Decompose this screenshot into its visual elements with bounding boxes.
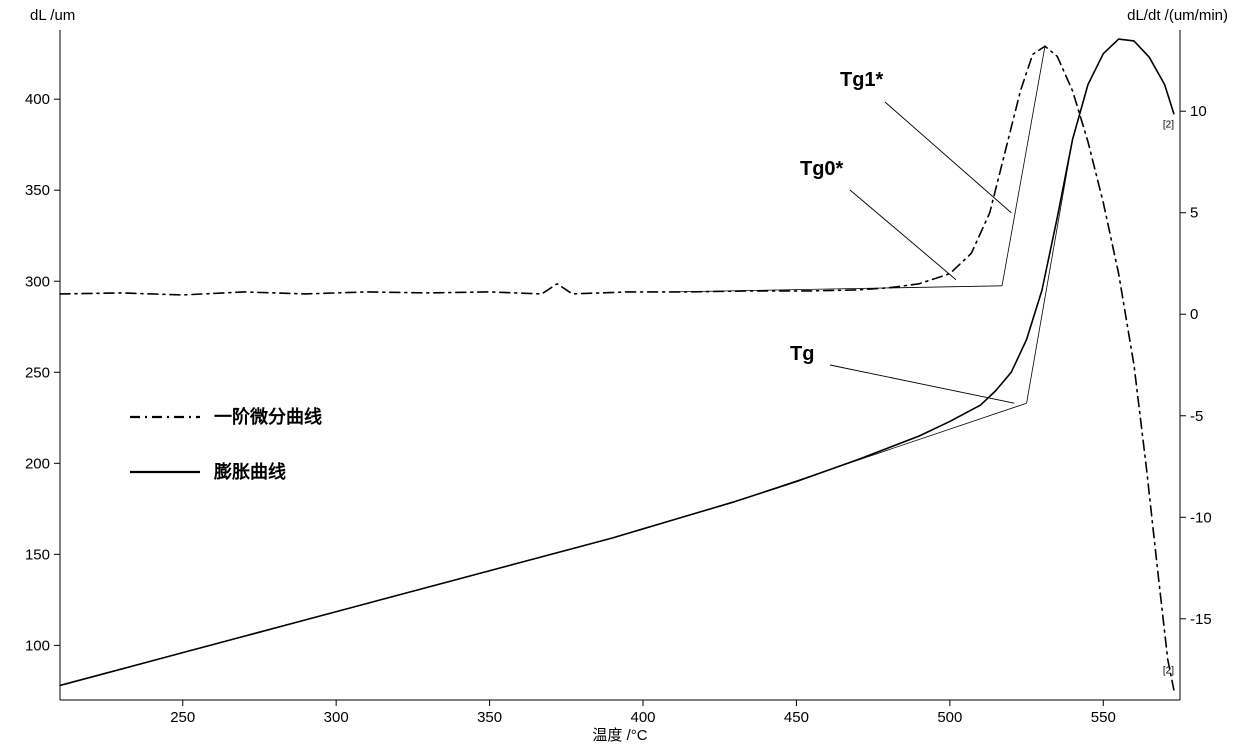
y-left-tick-label: 100	[25, 637, 50, 654]
y-left-tick-label: 150	[25, 546, 50, 563]
x-tick-label: 550	[1091, 709, 1116, 726]
y-right-tick-label: -15	[1190, 611, 1212, 628]
y-right-tick-label: 5	[1190, 205, 1198, 222]
x-tick-label: 300	[324, 709, 349, 726]
x-tick-label: 250	[170, 709, 195, 726]
series-marker-top: [2]	[1163, 119, 1174, 130]
y-left-tick-label: 350	[25, 182, 50, 199]
y-right-tick-label: -5	[1190, 408, 1203, 425]
x-tick-label: 450	[784, 709, 809, 726]
x-tick-label: 500	[937, 709, 962, 726]
series-marker-bottom: [2]	[1163, 666, 1174, 677]
y-left-axis-title: dL /um	[30, 7, 75, 24]
y-right-tick-label: 0	[1190, 306, 1198, 323]
x-tick-label: 400	[630, 709, 655, 726]
y-left-tick-label: 200	[25, 455, 50, 472]
y-left-tick-label: 400	[25, 91, 50, 108]
x-tick-label: 350	[477, 709, 502, 726]
y-right-axis-title: dL/dt /(um/min)	[1127, 7, 1228, 24]
annotation-label-tg1-star: Tg1*	[840, 69, 884, 91]
x-axis-title: 温度 /°C	[592, 727, 647, 744]
y-left-tick-label: 300	[25, 273, 50, 290]
annotation-leader-tg0-star	[850, 190, 956, 280]
series-expansion	[60, 39, 1174, 685]
annotation-leader-tg1-star	[885, 102, 1011, 213]
annotation-leader-tg	[830, 365, 1014, 403]
tg-tangent-steep	[1027, 139, 1073, 403]
annotation-label-tg0-star: Tg0*	[800, 158, 844, 180]
y-right-tick-label: 10	[1190, 103, 1207, 120]
y-left-tick-label: 250	[25, 364, 50, 381]
dilatometry-chart: 250300350400450500550温度 /°C1001502002503…	[0, 0, 1240, 748]
legend-label-expansion: 膨胀曲线	[213, 461, 286, 482]
y-right-tick-label: -10	[1190, 509, 1212, 526]
annotation-label-tg: Tg	[790, 343, 814, 365]
legend-label-derivative: 一阶微分曲线	[214, 406, 322, 427]
series-derivative	[60, 46, 1174, 690]
